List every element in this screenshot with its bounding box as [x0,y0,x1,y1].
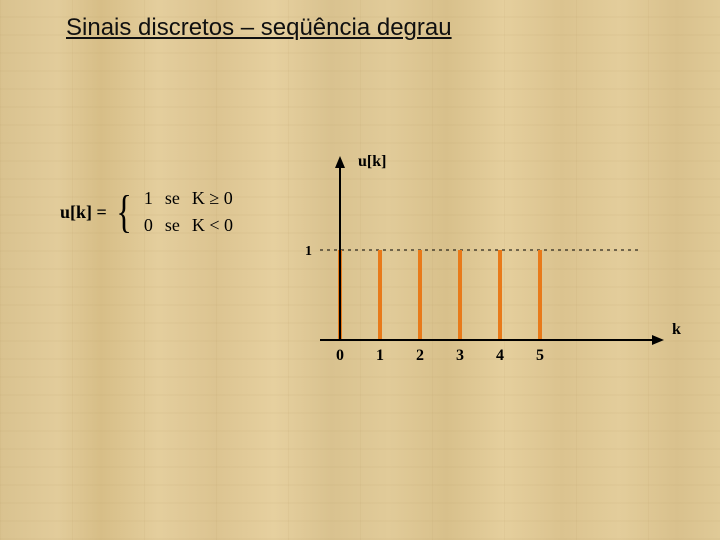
formula-cases: 1 se K ≥ 0 0 se K < 0 [139,188,233,236]
x-tick-2: 2 [416,347,424,364]
case2-cond: K < 0 [192,215,233,236]
x-tick-0: 0 [336,347,344,364]
y-tick-1: 1 [305,244,312,259]
x-axis-label: k [672,321,681,338]
formula-brace: { [116,194,131,231]
y-axis-arrow [335,156,345,168]
x-tick-4: 4 [496,347,504,364]
step-formula: u[k] = { 1 se K ≥ 0 0 se K < 0 [60,188,233,236]
case1-value: 1 [139,188,153,209]
x-axis-arrow [652,335,664,345]
case1-cond: K ≥ 0 [192,188,233,209]
step-sequence-plot: 1 0 1 2 3 4 5 u[k] k [300,150,680,380]
formula-case-2: 0 se K < 0 [139,215,233,236]
case2-value: 0 [139,215,153,236]
page-title: Sinais discretos – seqüência degrau [66,14,452,42]
formula-case-1: 1 se K ≥ 0 [139,188,233,209]
x-tick-3: 3 [456,347,464,364]
x-tick-1: 1 [376,347,384,364]
case2-word: se [165,215,180,236]
y-axis-label: u[k] [358,153,386,170]
case1-word: se [165,188,180,209]
plot-svg: 1 0 1 2 3 4 5 u[k] k [300,150,680,380]
formula-lhs: u[k] = [60,202,107,223]
x-tick-5: 5 [536,347,544,364]
